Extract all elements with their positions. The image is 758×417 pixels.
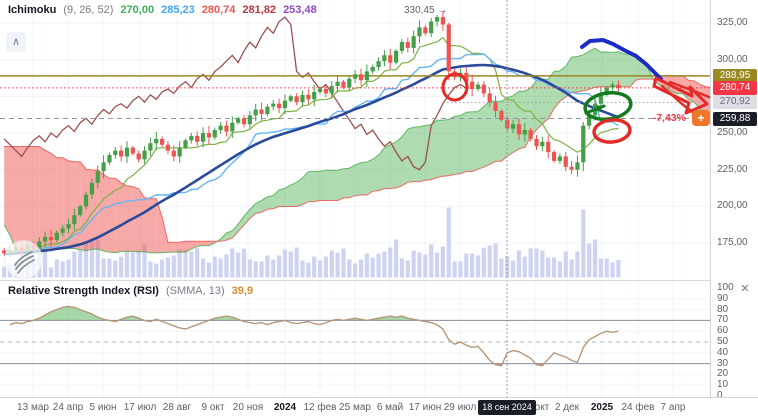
rsi-params: (SMMA, 13) [165,285,225,297]
ichimoku-value: 280,74 [201,4,236,16]
time-tick-label: 13 мар [17,402,49,413]
ichimoku-value: 270,00 [120,4,155,16]
ichimoku-value: 253,48 [283,4,317,16]
ichimoku-legend[interactable]: Ichimoku (9, 26, 52) 270,00 285,23 280,74 2… [8,4,324,16]
rsi-tick-label: 30 [717,357,729,369]
rsi-tick-label: 100 [717,282,734,293]
price-tick-label: 175,00 [717,237,748,248]
rsi-tick-label: 90 [717,292,729,304]
price-axis[interactable]: 325,00 300,00 250,00 225,00 200,00 175,00 100 9… [710,0,758,401]
indicator-title: Ichimoku [8,4,57,16]
rsi-close-icon[interactable]: ✕ [737,281,753,297]
price-tick-label: 250,00 [717,127,748,138]
time-tick-label: 24 фев [621,402,655,413]
time-tick-label: 6 май [376,402,404,413]
logo-icon [14,251,35,274]
crosshair-date-badge: 18 сен 2024 [478,400,536,415]
ichimoku-value: 285,23 [161,4,195,16]
rsi-tick-label: 0 [717,390,723,401]
price-level-badge: 280,74 [713,80,757,95]
time-tick-label: 12 фев [303,402,337,413]
time-tick-label: 29 июл [443,402,477,413]
collapse-legend-button[interactable]: ∧ [6,32,26,52]
time-tick-label: 2 дек [554,402,580,413]
ichimoku-value: 281,82 [242,4,277,16]
peak-price-annotation: 330,45 → [404,5,448,16]
price-tick-label: 200,00 [717,200,748,212]
price-level-badge: 288,95 [713,68,757,83]
time-axis[interactable]: 18 сен 2024 13 мар 24 апр 5 июн 17 июл 28 ав… [0,397,758,417]
price-tick-label: 325,00 [717,17,748,28]
price-tick-label: 225,00 [717,163,748,175]
rsi-tick-label: 50 [717,336,729,347]
rsi-value: 39,9 [231,285,254,297]
time-tick-label: 28 авг [162,402,192,413]
price-level-badge: 259,88 [713,111,757,126]
add-order-plus-button[interactable]: + [692,110,710,126]
indicator-values: 270,00 285,23 280,74 281,82 253,48 [120,4,323,16]
pane-divider[interactable] [0,280,758,281]
time-tick-label: 25 мар [339,402,371,413]
time-tick-label: 2025 [590,402,614,413]
rsi-tick-label: 60 [717,325,729,337]
time-tick-label: 24 апр [52,402,84,413]
rsi-tick-label: 20 [717,368,729,380]
time-tick-label: 5 июн [89,402,117,413]
rsi-tick-label: 10 [717,379,729,391]
rsi-title: Relative Strength Index (RSI) [8,285,159,297]
rsi-legend[interactable]: Relative Strength Index (RSI) (SMMA, 13)… [8,285,253,297]
percent-change-label: -7,43% [652,112,686,124]
time-tick-label: 20 ноя [232,402,264,413]
rsi-tick-label: 70 [717,314,729,326]
indicator-params: (9, 26, 52) [63,4,114,16]
time-tick-label: 7 апр [660,402,686,413]
time-tick-label: 17 июл [123,402,157,413]
time-tick-label: 17 июн [408,402,442,413]
rsi-tick-label: 80 [717,303,729,315]
price-tick-label: 300,00 [717,53,748,65]
time-tick-label: 2024 [273,402,297,413]
price-level-badge: 270,92 [713,95,757,110]
rsi-tick-label: 40 [717,346,729,358]
broker-logo-watermark [4,240,43,279]
time-tick-label: 9 окт [201,402,225,413]
